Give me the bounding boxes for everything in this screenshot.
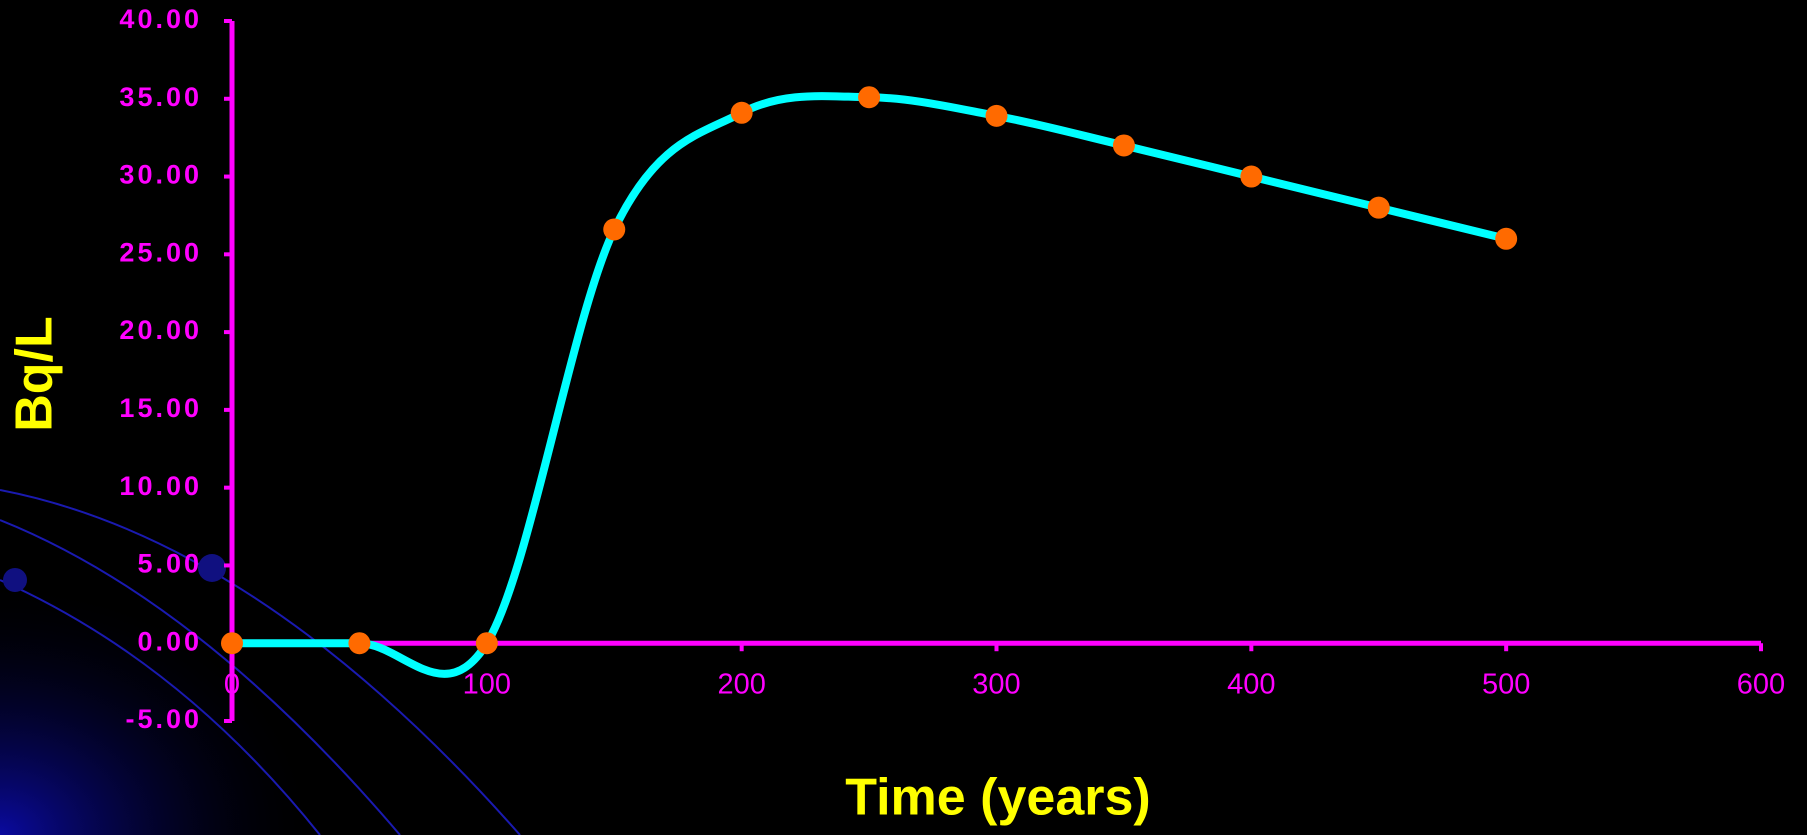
marker	[603, 218, 625, 240]
x-tick-label: 100	[463, 669, 511, 701]
marker	[986, 105, 1008, 127]
y-tick-label: 0.00	[137, 626, 202, 656]
marker	[1368, 197, 1390, 219]
y-tick-label: 25.00	[119, 237, 202, 267]
background-glow	[0, 420, 520, 835]
marker	[1113, 134, 1135, 156]
marker	[731, 102, 753, 124]
y-axis-label: Bq/L	[6, 316, 64, 432]
x-tick-label: 600	[1737, 669, 1785, 701]
y-tick-label: 20.00	[119, 315, 202, 345]
background-dot	[198, 554, 226, 582]
x-tick-label: 500	[1482, 669, 1530, 701]
x-tick-label: 400	[1227, 669, 1275, 701]
marker	[476, 632, 498, 654]
y-tick-label: 35.00	[119, 82, 202, 112]
background-dot	[3, 568, 27, 592]
y-tick-label: 40.00	[119, 4, 202, 34]
x-tick-label: 300	[972, 669, 1020, 701]
marker	[221, 632, 243, 654]
x-axis-label: Time (years)	[845, 769, 1150, 827]
x-tick-label: 200	[717, 669, 765, 701]
y-tick-label: 30.00	[119, 160, 202, 190]
y-tick-label: 15.00	[119, 393, 202, 423]
marker	[858, 86, 880, 108]
y-tick-label: 10.00	[119, 471, 202, 501]
x-tick-label: 0	[224, 669, 240, 701]
y-tick-label: 5.00	[137, 549, 202, 579]
marker	[1495, 228, 1517, 250]
y-tick-label: -5.00	[125, 704, 202, 734]
marker	[348, 632, 370, 654]
chart: Bq/L Time (years) -5.00 0.00 5.00 10.00 15.0…	[0, 0, 1807, 835]
marker	[1240, 166, 1262, 188]
